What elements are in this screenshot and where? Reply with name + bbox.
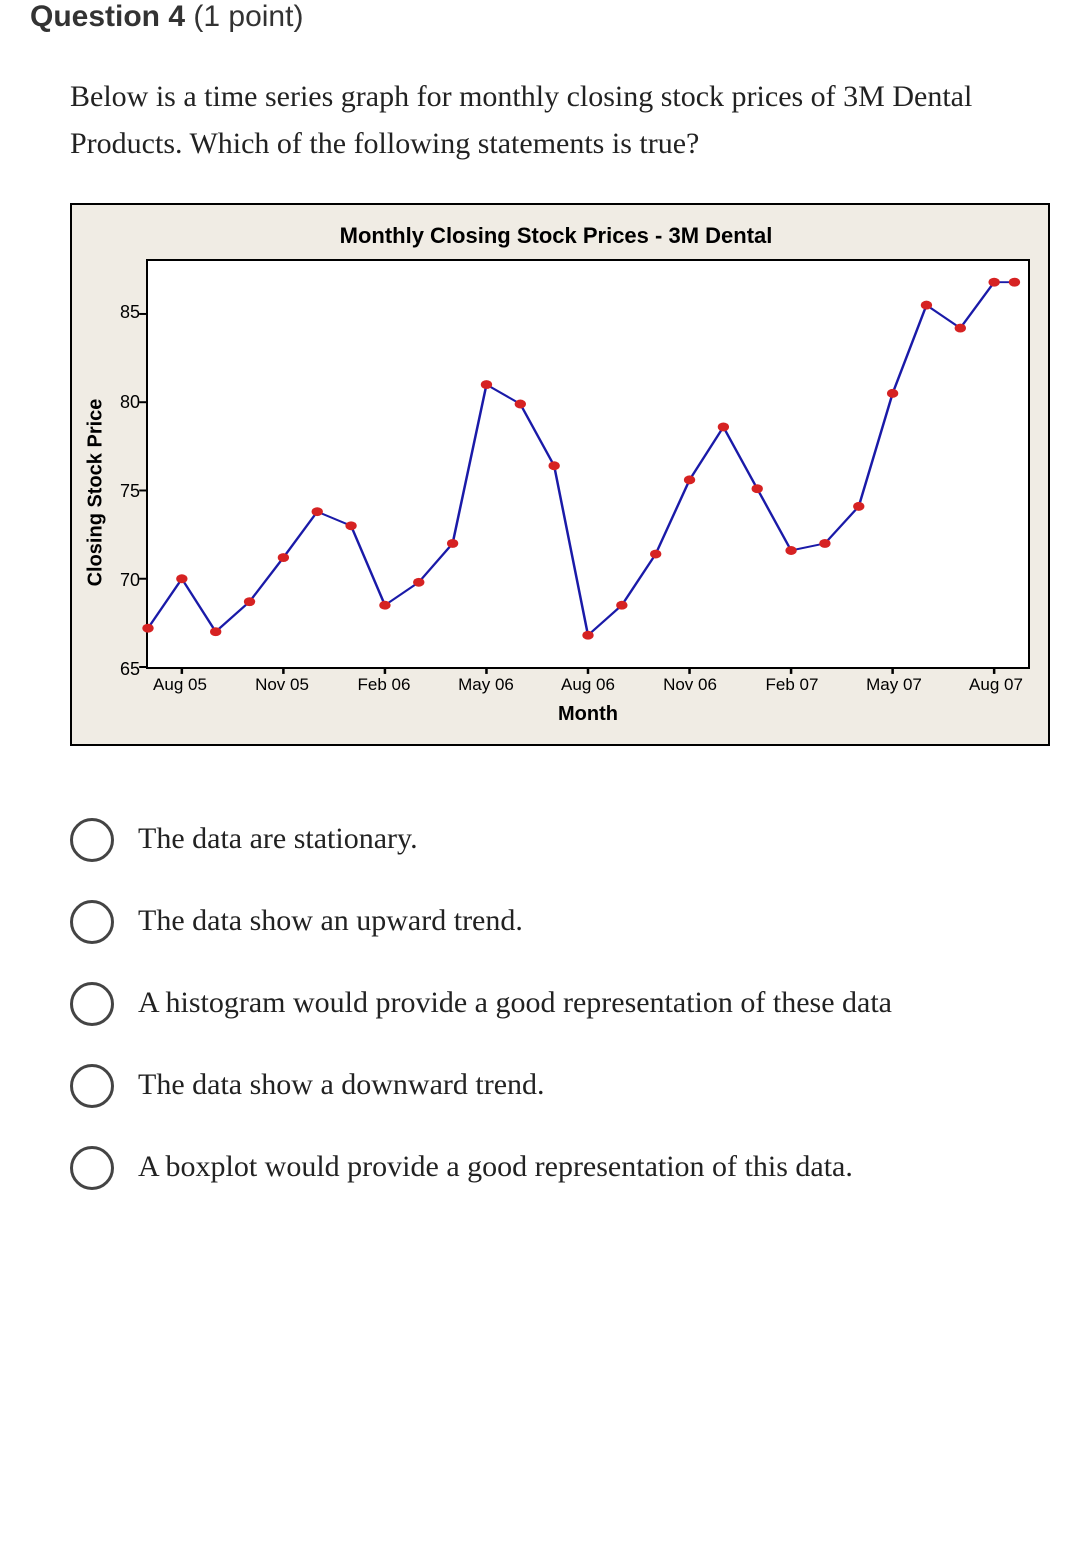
answer-option[interactable]: A boxplot would provide a good represent… xyxy=(70,1144,1050,1190)
answer-option[interactable]: The data show an upward trend. xyxy=(70,898,1050,944)
y-tick-label: 75 xyxy=(120,481,140,502)
radio-button[interactable] xyxy=(70,982,114,1026)
radio-button[interactable] xyxy=(70,1064,114,1108)
y-tick-label: 70 xyxy=(120,570,140,591)
question-prompt: Below is a time series graph for monthly… xyxy=(70,74,1050,167)
chart-title: Monthly Closing Stock Prices - 3M Dental xyxy=(82,223,1030,249)
y-tick-label: 85 xyxy=(120,302,140,323)
answer-options: The data are stationary. The data show an… xyxy=(70,816,1050,1190)
option-text: The data are stationary. xyxy=(138,816,418,861)
x-tick-label: Aug 07 xyxy=(969,675,1023,695)
y-axis-label: Closing Stock Price xyxy=(85,399,108,587)
radio-button[interactable] xyxy=(70,900,114,944)
x-tick-label: Aug 05 xyxy=(153,675,207,695)
x-tick-label: Nov 06 xyxy=(663,675,717,695)
y-axis-ticks: 6570758085 xyxy=(110,259,146,669)
radio-button[interactable] xyxy=(70,818,114,862)
answer-option[interactable]: A histogram would provide a good represe… xyxy=(70,980,1050,1026)
option-text: The data show an upward trend. xyxy=(138,898,523,943)
chart-container: Monthly Closing Stock Prices - 3M Dental… xyxy=(70,203,1050,746)
line-chart-svg xyxy=(148,261,1028,667)
option-text: The data show a downward trend. xyxy=(138,1062,545,1107)
x-tick-label: May 07 xyxy=(866,675,922,695)
x-axis-ticks: Aug 05 Nov 05 Feb 06 May 06 Aug 06 Nov 06 Feb … xyxy=(146,675,1030,699)
x-tick-label: Aug 06 xyxy=(561,675,615,695)
x-tick-label: Feb 06 xyxy=(358,675,411,695)
radio-button[interactable] xyxy=(70,1146,114,1190)
question-points: (1 point) xyxy=(193,0,303,33)
answer-option[interactable]: The data show a downward trend. xyxy=(70,1062,1050,1108)
question-number: Question 4 xyxy=(30,0,185,33)
y-tick-label: 65 xyxy=(120,659,140,680)
x-tick-label: Nov 05 xyxy=(255,675,309,695)
plot-area xyxy=(146,259,1030,669)
x-tick-label: Feb 07 xyxy=(766,675,819,695)
y-tick-label: 80 xyxy=(120,392,140,413)
answer-option[interactable]: The data are stationary. xyxy=(70,816,1050,862)
option-text: A boxplot would provide a good represent… xyxy=(138,1144,853,1189)
question-header: Question 4 (1 point) xyxy=(30,0,1050,34)
x-tick-label: May 06 xyxy=(458,675,514,695)
x-axis-label: Month xyxy=(146,703,1030,726)
option-text: A histogram would provide a good represe… xyxy=(138,980,892,1025)
